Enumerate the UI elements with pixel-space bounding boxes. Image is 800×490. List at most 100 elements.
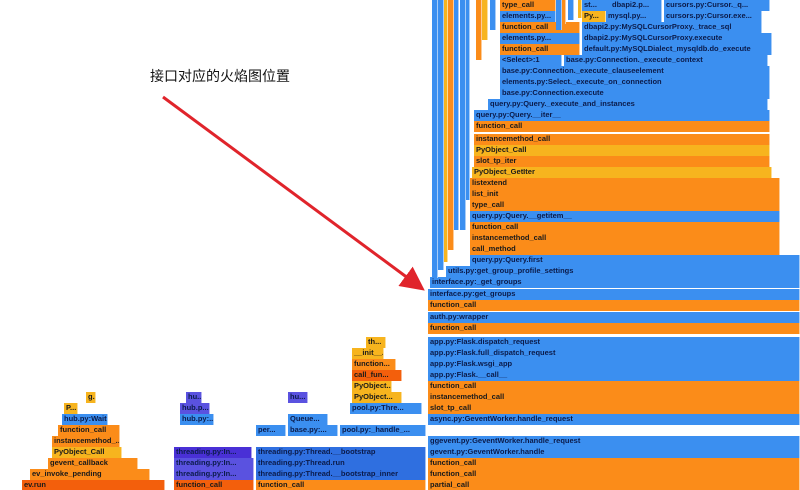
flame-frame[interactable]: base.py:Connection._execute_context [564, 55, 768, 66]
flame-frame[interactable]: function_call [474, 121, 770, 132]
flame-frame[interactable]: gevent.py:GeventWorker.handle [428, 447, 800, 458]
flame-frame[interactable]: function_call [428, 469, 800, 480]
flame-frame[interactable]: query.py:Query.__iter__ [474, 110, 770, 121]
flame-frame[interactable]: threading.py:Thread.__bootstrap_inner [256, 469, 426, 480]
flame-frame[interactable] [476, 0, 482, 60]
flame-frame[interactable]: hu... [186, 392, 202, 403]
flame-frame[interactable]: app.py:Flask.wsgi_app [428, 359, 800, 370]
flame-frame[interactable]: function... [352, 359, 396, 370]
flame-frame[interactable]: dbapi2.p... [610, 0, 662, 11]
flame-frame[interactable]: function_call [428, 323, 800, 334]
flame-frame[interactable] [556, 0, 562, 30]
flame-frame[interactable]: slot_tp_call [428, 403, 800, 414]
flame-frame[interactable]: cursors.py:Cursor._q... [664, 0, 770, 11]
flame-frame[interactable]: elements.py... [500, 33, 580, 44]
flame-frame[interactable]: call_fun... [352, 370, 402, 381]
flame-frame[interactable]: PyObject_Call [52, 447, 122, 458]
flame-frame[interactable]: PyObject... [352, 392, 402, 403]
flame-frame[interactable]: PyObject... [352, 381, 392, 392]
flame-frame[interactable]: interface.py:get_groups [428, 289, 800, 300]
flame-frame[interactable] [454, 0, 459, 230]
flame-frame[interactable]: dbapi2.py:MySQLCursorProxy.execute [582, 33, 772, 44]
flame-frame[interactable]: interface.py:_get_groups [430, 277, 800, 288]
flame-frame[interactable]: th... [366, 337, 386, 348]
flame-frame[interactable]: default.py:MySQLDialect_mysqldb.do_execu… [582, 44, 772, 55]
flame-frame[interactable]: hub.p... [180, 403, 210, 414]
flame-frame[interactable]: function_call [256, 480, 426, 490]
flame-frame[interactable] [466, 0, 470, 200]
flame-frame[interactable] [562, 0, 566, 24]
flame-frame[interactable]: slot_tp_iter [474, 156, 770, 167]
flame-frame[interactable] [490, 0, 496, 30]
flame-frame[interactable]: hub.py:... [180, 414, 214, 425]
flame-frame[interactable]: partial_call [428, 480, 800, 490]
flame-frame[interactable]: list_init [470, 189, 780, 200]
flame-frame[interactable]: mysql.py... [606, 11, 662, 22]
flame-frame[interactable]: type_call [500, 0, 556, 11]
flame-frame[interactable]: threading.py:Thread.__bootstrap [256, 447, 426, 458]
flame-frame[interactable]: threading.py:In... [174, 458, 254, 469]
flame-frame[interactable]: PyObject_GetIter [472, 167, 772, 178]
flame-frame[interactable]: query.py:Query._execute_and_instances [488, 99, 768, 110]
flame-frame[interactable]: function_call [500, 44, 580, 55]
flame-frame[interactable]: function_call [500, 22, 580, 33]
flame-frame[interactable]: auth.py:wrapper [428, 312, 800, 323]
flame-frame[interactable]: app.py:Flask.full_dispatch_request [428, 348, 800, 359]
flame-frame[interactable] [444, 0, 448, 262]
flame-frame[interactable]: ev.run [22, 480, 165, 490]
flame-frame[interactable]: Py... [582, 11, 606, 22]
flame-frame[interactable]: gevent_callback [48, 458, 138, 469]
flame-frame[interactable] [460, 0, 466, 230]
flame-frame[interactable] [438, 0, 444, 270]
flame-frame[interactable]: elements.py... [500, 11, 556, 22]
flame-frame[interactable]: cursors.py:Cursor.exe... [664, 11, 762, 22]
flame-frame[interactable]: pool.py:_handle_... [340, 425, 426, 436]
flame-frame[interactable]: app.py:Flask.__call__ [428, 370, 800, 381]
flame-frame[interactable]: threading.py:In... [174, 447, 252, 458]
flame-frame[interactable]: type_call [470, 200, 780, 211]
flame-frame[interactable]: instancemethod_call [474, 134, 770, 145]
flame-frame[interactable]: Queue... [288, 414, 328, 425]
flame-frame[interactable]: threading.py:In... [174, 469, 254, 480]
flame-frame[interactable]: call_method [470, 244, 780, 255]
flame-frame[interactable] [568, 0, 574, 20]
flame-frame[interactable]: pool.py:Thre... [350, 403, 422, 414]
flame-frame[interactable]: query.py:Query.__getitem__ [470, 211, 780, 222]
flame-frame[interactable] [578, 0, 582, 18]
flame-frame[interactable]: __init__... [352, 348, 384, 359]
flame-frame[interactable]: ggevent.py:GeventWorker.handle_request [428, 436, 800, 447]
flame-frame[interactable]: listextend [470, 178, 780, 189]
flame-frame[interactable]: app.py:Flask.dispatch_request [428, 337, 800, 348]
flame-frame[interactable]: query.py:Query.first [470, 255, 800, 266]
flame-frame[interactable]: instancemethod_call [428, 392, 800, 403]
flame-frame[interactable]: hu... [288, 392, 308, 403]
flame-frame[interactable]: base.py:... [288, 425, 338, 436]
flame-frame[interactable]: function_call [428, 381, 800, 392]
flame-frame[interactable]: function_call [58, 425, 120, 436]
flame-frame[interactable]: PyObject_Call [474, 145, 770, 156]
flame-frame[interactable]: hub.py:Waite... [62, 414, 108, 425]
flame-frame[interactable]: base.py:Connection.execute [500, 88, 770, 99]
flame-frame[interactable]: <Select>:1 [500, 55, 562, 66]
flame-frame[interactable]: per... [256, 425, 286, 436]
flame-frame[interactable]: threading.py:Thread.run [256, 458, 426, 469]
flame-frame[interactable]: function_call [174, 480, 254, 490]
flame-frame[interactable]: base.py:Connection._execute_clauseelemen… [500, 66, 770, 77]
flame-frame[interactable]: instancemethod_... [52, 436, 120, 447]
flame-frame[interactable]: function_call [470, 222, 780, 233]
flame-frame[interactable] [432, 0, 438, 278]
flame-frame[interactable]: function_call [428, 458, 800, 469]
flame-frame[interactable]: elements.py:Select._execute_on_connectio… [500, 77, 770, 88]
flame-frame[interactable]: function_call [428, 300, 800, 311]
flame-frame[interactable]: instancemethod_call [470, 233, 780, 244]
flame-frame[interactable]: ev_invoke_pending [30, 469, 150, 480]
flame-frame[interactable]: dbapi2.py:MySQLCursorProxy._trace_sql [582, 22, 762, 33]
flame-frame[interactable]: async.py:GeventWorker.handle_request [428, 414, 800, 425]
flame-frame[interactable]: utils.py:get_group_profile_settings [446, 266, 800, 277]
flame-frame[interactable]: g... [86, 392, 96, 403]
flame-frame[interactable] [448, 0, 454, 250]
flame-frame[interactable] [482, 0, 488, 40]
flame-frame[interactable]: P... [64, 403, 78, 414]
annotation-label: 接口对应的火焰图位置 [150, 69, 290, 85]
